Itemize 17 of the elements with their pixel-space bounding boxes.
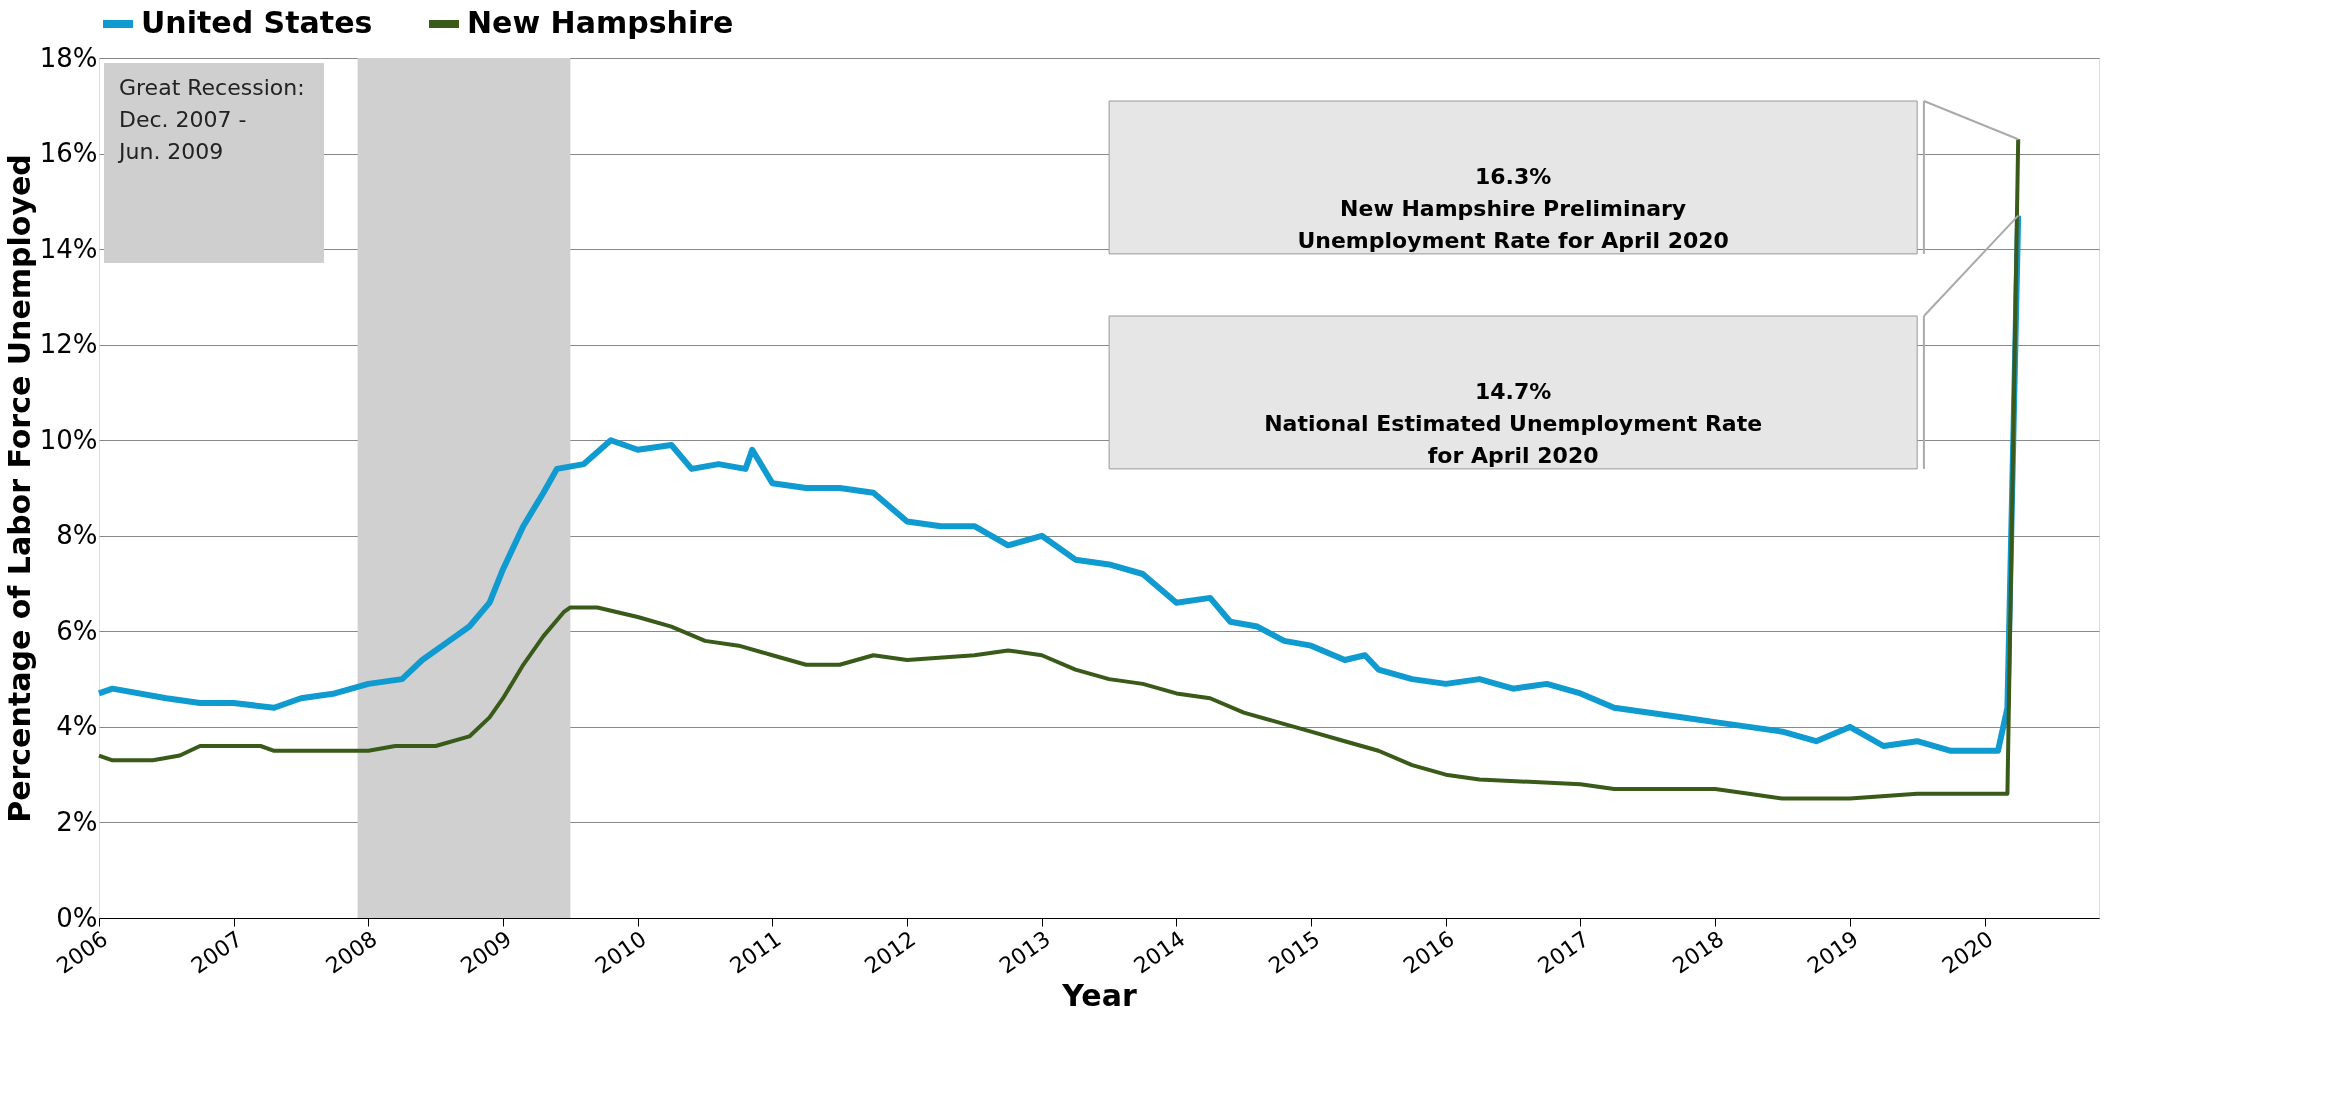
y-tick-label: 18%	[39, 42, 98, 73]
y-tick-label: 2%	[56, 806, 98, 837]
y-tick-label: 14%	[39, 233, 98, 264]
legend-label: United States	[141, 5, 373, 40]
legend-label: New Hampshire	[467, 5, 734, 40]
y-axis-title: Percentage of Labor Force Unemployed	[1, 154, 37, 823]
annotation: 16.3% New Hampshire Preliminary Unemployment Rate for April 2020	[1297, 164, 1729, 254]
y-tick-label: 10%	[39, 424, 98, 455]
y-tick-label: 8%	[56, 520, 98, 551]
y-tick-label: 16%	[39, 138, 98, 169]
x-axis-title: Year	[1061, 977, 1137, 1013]
y-tick-label: 12%	[39, 329, 98, 360]
annotation: 14.7% National Estimated Unemployment Rate for April 2020	[1264, 379, 1763, 469]
y-tick-label: 4%	[56, 711, 98, 742]
band-label: Great Recession: Dec. 2007 - Jun. 2009	[117, 75, 305, 164]
y-tick-label: 6%	[56, 615, 98, 646]
line-series	[97, 137, 2021, 801]
